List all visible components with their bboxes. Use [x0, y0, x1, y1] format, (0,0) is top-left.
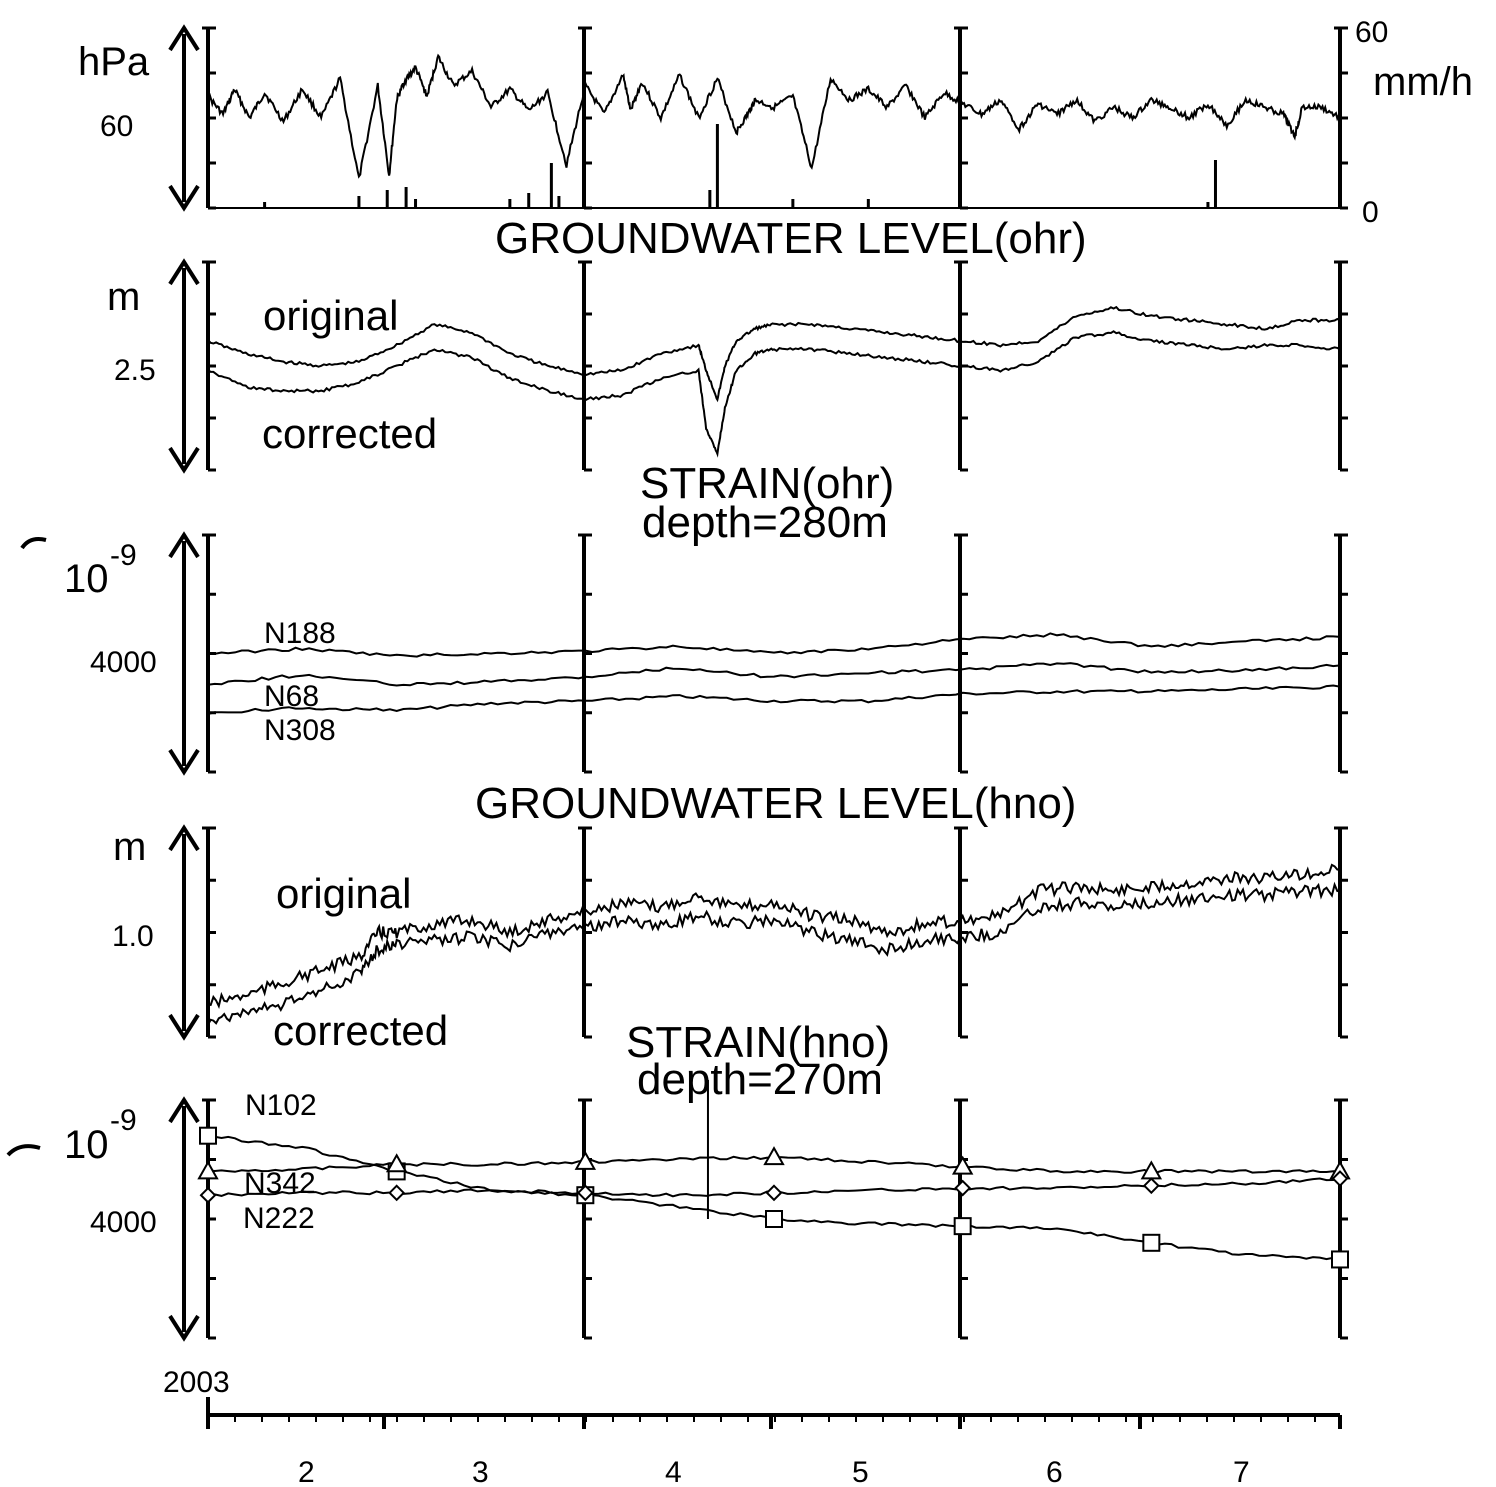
panel-groundwater-hno: GROUNDWATER LEVEL(hno) m 1.0 original co… — [112, 779, 1348, 1054]
diamond-marker — [388, 1184, 406, 1202]
arrow-head-down — [168, 748, 200, 776]
scale-arrow — [168, 824, 200, 1041]
strain-ohr-title: STRAIN(ohr) — [640, 459, 894, 508]
strain-ohr-unit-exp: -9 — [110, 539, 137, 572]
square-marker — [1142, 1233, 1161, 1252]
year-label: 2003 — [163, 1366, 230, 1399]
strain-hno-subtitle: depth=270m — [637, 1055, 883, 1104]
square-marker — [1331, 1250, 1349, 1269]
series-group — [207, 53, 1341, 208]
triangle-marker — [197, 1160, 219, 1180]
series-line — [207, 330, 1341, 458]
triangle-marker — [951, 1155, 974, 1175]
diamond-marker — [765, 1184, 783, 1202]
series-label-corrected: corrected — [262, 410, 437, 457]
panel-frame — [202, 26, 1348, 210]
diamond-marker — [1142, 1177, 1160, 1195]
partial-glyph-mark — [20, 537, 47, 550]
month-label: 3 — [472, 1456, 489, 1487]
arrow-head-down — [168, 184, 200, 212]
rain-tick-zero: 0 — [1362, 196, 1379, 229]
scale-arrow — [168, 1096, 200, 1342]
series-line — [207, 305, 1341, 403]
groundwater-hno-title: GROUNDWATER LEVEL(hno) — [475, 779, 1076, 828]
strain-hno-unit-exp: -9 — [110, 1104, 137, 1137]
month-label: 4 — [665, 1456, 682, 1487]
diamond-marker — [576, 1184, 594, 1202]
series-label-n342: N342 — [244, 1167, 316, 1200]
panel-pressure-rain: hPa 60 mm/h 60 0 — [78, 16, 1473, 229]
panel-frame — [202, 260, 1348, 472]
panel-strain-ohr: STRAIN(ohr) depth=280m 10 -9 4000 N188 N… — [20, 459, 1348, 776]
groundwater-hno-scale-value: 1.0 — [112, 920, 154, 953]
scale-arrow — [168, 531, 200, 776]
triangle-marker — [385, 1153, 408, 1173]
groundwater-hno-unit: m — [113, 825, 146, 869]
month-label: 5 — [852, 1456, 869, 1487]
groundwater-ohr-title: GROUNDWATER LEVEL(ohr) — [495, 214, 1087, 263]
square-marker — [953, 1217, 972, 1236]
month-label: 2 — [298, 1456, 315, 1487]
panel-groundwater-ohr: GROUNDWATER LEVEL(ohr) m 2.5 original co… — [107, 214, 1348, 474]
series-label-original: original — [276, 870, 411, 917]
arrow-head-down — [168, 1013, 200, 1041]
square-marker — [765, 1210, 783, 1228]
scale-arrow — [168, 24, 200, 212]
series-label-n308: N308 — [264, 714, 336, 747]
arrow-head-down — [168, 446, 200, 474]
series-label-n102: N102 — [245, 1089, 317, 1122]
arrow-head-up — [168, 824, 200, 852]
strain-ohr-scale-value: 4000 — [90, 646, 157, 679]
pressure-scale-value: 60 — [100, 110, 133, 143]
groundwater-ohr-scale-value: 2.5 — [114, 354, 156, 387]
panel-frame — [202, 826, 1348, 1039]
series-label-corrected: corrected — [273, 1007, 448, 1054]
month-label: 6 — [1046, 1456, 1063, 1487]
series-line — [207, 881, 1341, 1026]
series-line — [207, 53, 1341, 179]
square-marker — [199, 1126, 217, 1145]
series-group — [207, 632, 1341, 715]
diamond-marker — [199, 1186, 217, 1204]
triangle-marker — [574, 1150, 597, 1170]
series-group — [207, 863, 1341, 1026]
strain-hno-title: STRAIN(hno) — [626, 1018, 890, 1067]
rain-tick-max: 60 — [1355, 16, 1388, 49]
series-group — [207, 305, 1341, 458]
series-line — [207, 863, 1341, 1010]
scale-arrow — [168, 258, 200, 474]
series-line — [207, 684, 1341, 715]
strain-ohr-subtitle: depth=280m — [642, 498, 888, 547]
series-line — [207, 662, 1341, 687]
diamond-marker — [954, 1179, 972, 1197]
partial-glyph-mark — [6, 1144, 41, 1157]
time-axis: 2003 2 3 4 5 6 7 — [163, 1366, 1342, 1487]
series-label-n222: N222 — [243, 1202, 315, 1235]
panel-strain-hno: STRAIN(hno) depth=270m 10 -9 4000 N102 N… — [6, 1018, 1351, 1342]
strain-hno-scale-value: 4000 — [90, 1206, 157, 1239]
arrow-head-down — [168, 1314, 200, 1342]
month-label: 7 — [1233, 1456, 1250, 1487]
series-label-original: original — [263, 292, 398, 339]
arrow-head-up — [168, 1096, 200, 1124]
rain-unit-label: mm/h — [1373, 60, 1473, 104]
series-group — [197, 1080, 1351, 1269]
strain-ohr-unit-base: 10 — [64, 557, 109, 601]
triangle-marker — [763, 1146, 785, 1166]
series-line — [207, 632, 1341, 658]
series-label-n188: N188 — [264, 617, 336, 650]
arrow-head-up — [168, 258, 200, 286]
pressure-unit-label: hPa — [78, 40, 150, 84]
diamond-marker — [1331, 1170, 1349, 1187]
arrow-head-up — [168, 24, 200, 52]
strain-hno-unit-base: 10 — [64, 1123, 109, 1167]
arrow-head-up — [168, 531, 200, 559]
groundwater-ohr-unit: m — [107, 275, 140, 319]
time-axis-line — [206, 1397, 1342, 1429]
